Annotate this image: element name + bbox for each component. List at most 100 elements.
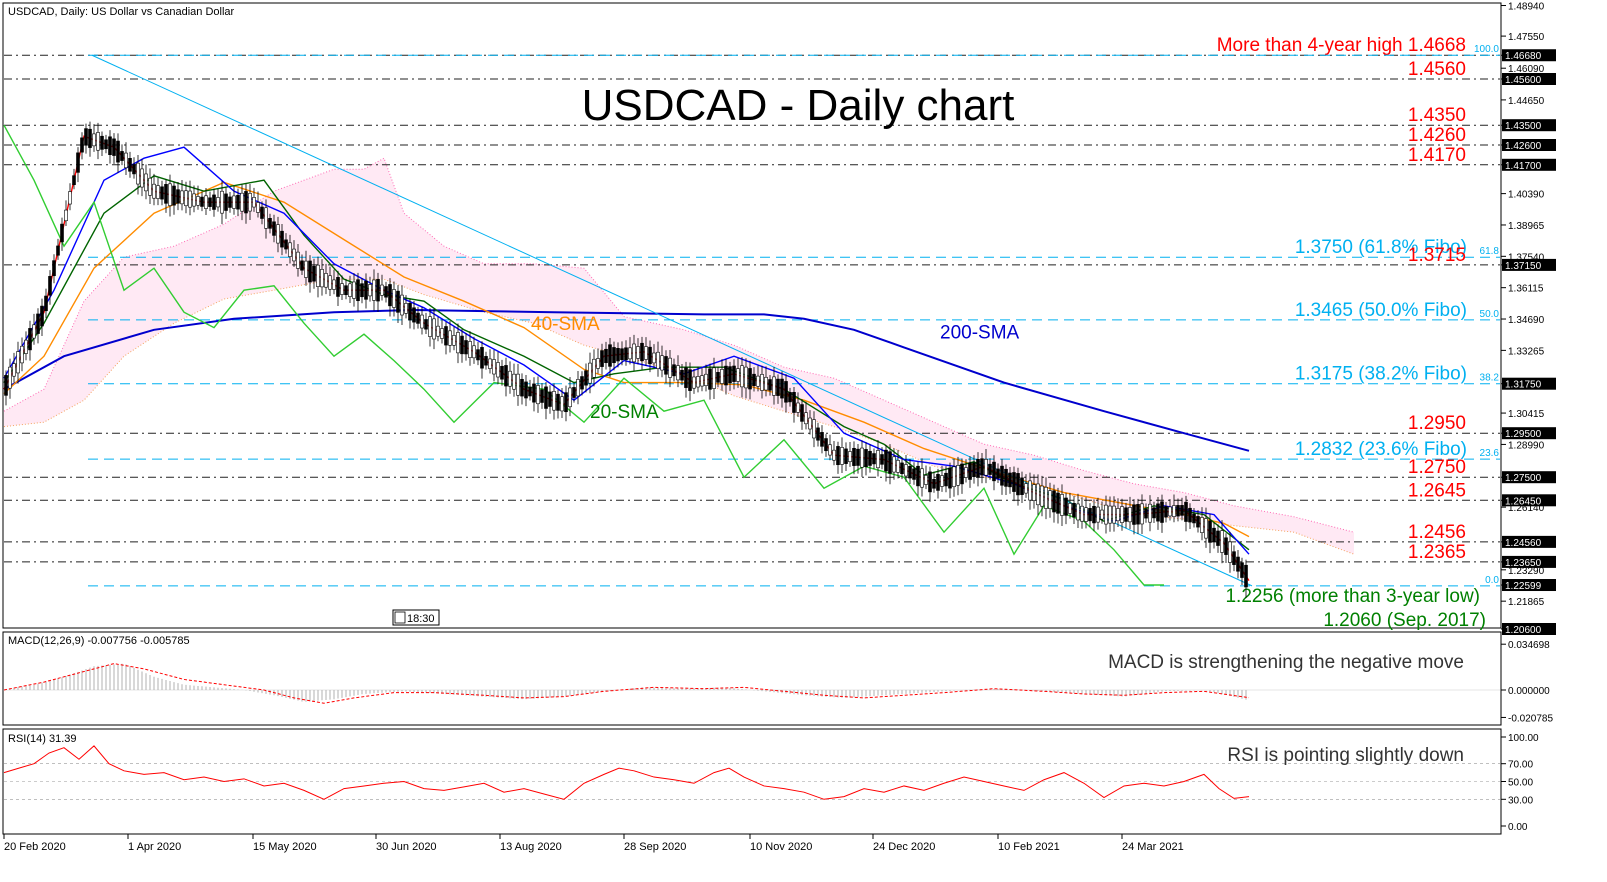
candle-body [1244,564,1248,588]
candle-body [788,392,792,403]
candle-body [924,475,928,485]
candle-body [356,279,360,302]
candle-body [52,260,56,277]
candle-body [972,462,976,477]
price-marker-label: 1.37150 [1505,261,1542,272]
candle-body [248,193,252,212]
macd-label: MACD(12,26,9) -0.007756 -0.005785 [8,635,190,647]
candle-body [280,230,284,248]
level-label: 1.2950 [1408,413,1466,434]
series-line-line5 [3,124,1164,586]
candle-body [388,284,392,307]
candle-body [268,217,272,229]
candle-body [888,451,892,474]
candle-body [172,185,176,206]
candle-body [424,319,428,330]
candle-body [988,463,992,475]
candle-body [796,402,800,413]
candle-body [836,446,840,466]
candle-body [312,265,316,282]
candle-body [320,269,324,288]
candle-body [96,132,100,151]
macd-tick-label: -0.020785 [1508,713,1553,724]
candle-body [684,367,688,388]
candle-body [140,168,144,188]
candle-body [328,275,332,290]
candle-body [264,207,268,229]
candle-body [664,356,668,375]
candle-body [360,283,364,298]
candle-body [680,369,684,381]
candle-body [1052,490,1056,513]
candle-body [1000,465,1004,486]
candle-body [348,283,352,297]
candle-body [744,366,748,389]
price-marker [1502,377,1556,390]
candle-body [88,128,92,148]
candle-body [656,351,660,369]
candle-body [180,190,184,205]
candle-body [976,459,980,478]
candle-body [84,128,88,146]
price-tick-label: 1.40390 [1508,190,1545,201]
candle-body [1056,492,1060,514]
candle-body [192,193,196,207]
candle-body [532,383,536,403]
macd-signal [3,663,1250,704]
level-label: 1.3715 [1408,245,1466,266]
candle-body [1156,503,1160,522]
candle-body [152,183,156,199]
candle-body [812,419,816,439]
candle-body [980,458,984,476]
candle-body [68,191,72,205]
candle-body [372,279,376,301]
candle-body [1168,506,1172,517]
candle-body [380,284,384,296]
candle-body [1180,505,1184,516]
candle-body [1072,503,1076,518]
candle-body [440,328,444,339]
candle-body [936,474,940,491]
candle-body [1140,503,1144,525]
candle-body [524,381,528,399]
candle-body [1240,562,1244,578]
candle-body [1220,530,1224,553]
candle-body [780,378,784,399]
macd-panel [2,631,1502,726]
candle-body [112,138,116,156]
candle-body [72,175,76,186]
chart-title: USDCAD - Daily chart [582,81,1015,130]
candle-body [56,245,60,256]
candle-body [1216,530,1220,546]
price-tick-label: 1.38965 [1508,221,1545,232]
rsi-tick-label: 50.00 [1508,778,1533,789]
candle-body [340,283,344,295]
candle-body [860,447,864,468]
candle-body [840,447,844,465]
candle-body [536,385,540,405]
candle-body [696,376,700,388]
candle-body [688,369,692,391]
candle-body [184,190,188,207]
level-label: 1.2456 [1408,522,1466,543]
candle-body [16,351,20,374]
x-tick-label: 28 Sep 2020 [624,841,686,853]
time-marker: 18:30 [392,609,440,626]
fibo-percent-label: 61.8 [1480,246,1500,257]
level-label: 1.4560 [1408,59,1466,80]
cloud-upper [3,157,1355,533]
candle-body [472,345,476,359]
candle-body [1152,507,1156,519]
candle-body [564,392,568,413]
candle-body [168,183,172,206]
price-marker [1502,579,1556,592]
candle-body [768,379,772,391]
candle-body [464,340,468,355]
candle-body [844,448,848,464]
candle-body [492,359,496,375]
candle-body [1124,507,1128,522]
candle-body [120,151,124,161]
candle-body [1060,494,1064,516]
candle-body [1032,484,1036,501]
candle-body [808,417,812,430]
